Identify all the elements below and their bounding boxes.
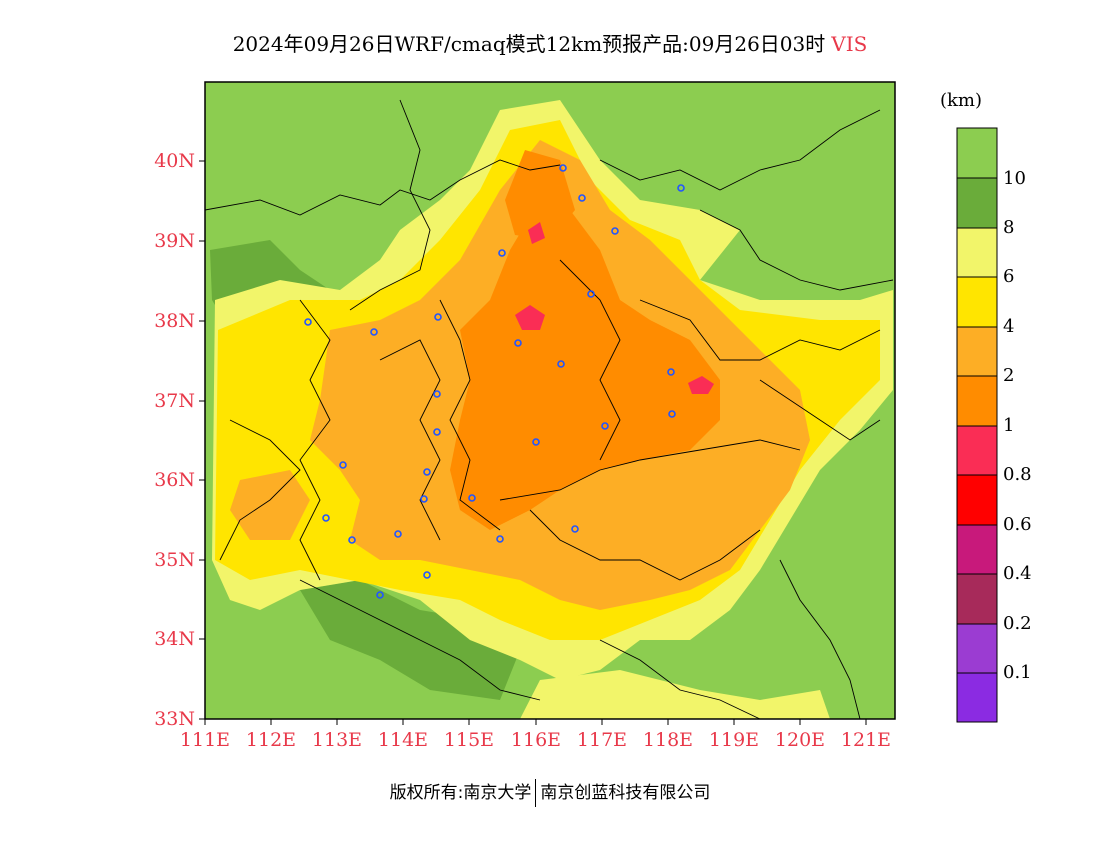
field-2-4-west (230, 470, 310, 540)
cb-1-2 (956, 375, 998, 427)
field-8-10-south (300, 580, 520, 700)
cb-label-1: 1 (1003, 415, 1015, 436)
axis-ticks (199, 160, 867, 725)
lon-label-117: 117E (576, 729, 628, 751)
field-1-2 (450, 200, 720, 530)
cb-label-0p6: 0.6 (1003, 514, 1032, 535)
cb-0p6-0p8 (956, 474, 998, 526)
cb-label-0p4: 0.4 (1003, 563, 1032, 584)
lon-label-116: 116E (510, 729, 562, 751)
copyright-footer: 版权所有:南京大学 南京创蓝科技有限公司 (0, 778, 1100, 807)
field-0p8-1-c (688, 376, 714, 394)
field-0p8-1-a (515, 305, 545, 330)
footer-separator (535, 779, 537, 807)
cb-label-0p1: 0.1 (1003, 662, 1032, 683)
map-title: 2024年09月26日WRF/cmaq模式12km预报产品:09月26日03时 V… (0, 28, 1100, 57)
lon-label-120: 120E (774, 729, 826, 751)
lon-label-111: 111E (179, 729, 231, 751)
cb-label-10: 10 (1003, 168, 1026, 189)
copyright-right: 南京创蓝科技有限公司 (540, 783, 711, 803)
cb-0p8-1 (956, 425, 998, 476)
field-0p8-1-b (528, 222, 545, 244)
cb-label-4: 4 (1003, 316, 1015, 337)
city-markers (304, 164, 685, 599)
lat-label-38: 38N (154, 310, 195, 332)
field-1-2-north (505, 150, 575, 240)
lon-label-114: 114E (377, 729, 429, 751)
cb-0p4-0p6 (956, 524, 998, 575)
cb-label-2: 2 (1003, 365, 1015, 386)
cb-label-0p2: 0.2 (1003, 613, 1032, 634)
copyright-left: 版权所有:南京大学 (389, 783, 532, 803)
lon-label-113: 113E (311, 729, 363, 751)
map-field (205, 82, 895, 719)
cb-8-10 (956, 177, 998, 229)
variable-label: VIS (831, 32, 868, 56)
colorbar-unit: (km) (940, 90, 983, 111)
cb-label-8: 8 (1003, 217, 1015, 238)
field-6-8-south (520, 670, 830, 719)
lon-label-121: 121E (840, 729, 892, 751)
cb-6-8 (956, 227, 998, 278)
cb-label-6: 6 (1003, 266, 1015, 287)
lat-label-33: 33N (154, 708, 195, 730)
cb-2-4 (956, 326, 998, 377)
lon-label-112: 112E (245, 729, 297, 751)
title-text: 2024年09月26日WRF/cmaq模式12km预报产品:09月26日03时 (232, 32, 826, 56)
lon-label-119: 119E (708, 729, 760, 751)
cb-0p2-0p4 (956, 573, 998, 625)
lat-label-37: 37N (154, 390, 195, 412)
lat-label-34: 34N (154, 628, 195, 650)
cb-label-0p8: 0.8 (1003, 464, 1032, 485)
cb-lt0p1 (956, 672, 998, 723)
lat-label-35: 35N (154, 549, 195, 571)
cb-0p1-0p2 (956, 623, 998, 674)
colorbar (956, 127, 998, 723)
lat-label-40: 40N (154, 150, 195, 172)
cb-gt10 (956, 127, 998, 179)
lat-label-39: 39N (154, 230, 195, 252)
cb-4-6 (956, 276, 998, 328)
lat-label-36: 36N (154, 469, 195, 491)
lon-label-118: 118E (642, 729, 694, 751)
lon-label-115: 115E (443, 729, 495, 751)
